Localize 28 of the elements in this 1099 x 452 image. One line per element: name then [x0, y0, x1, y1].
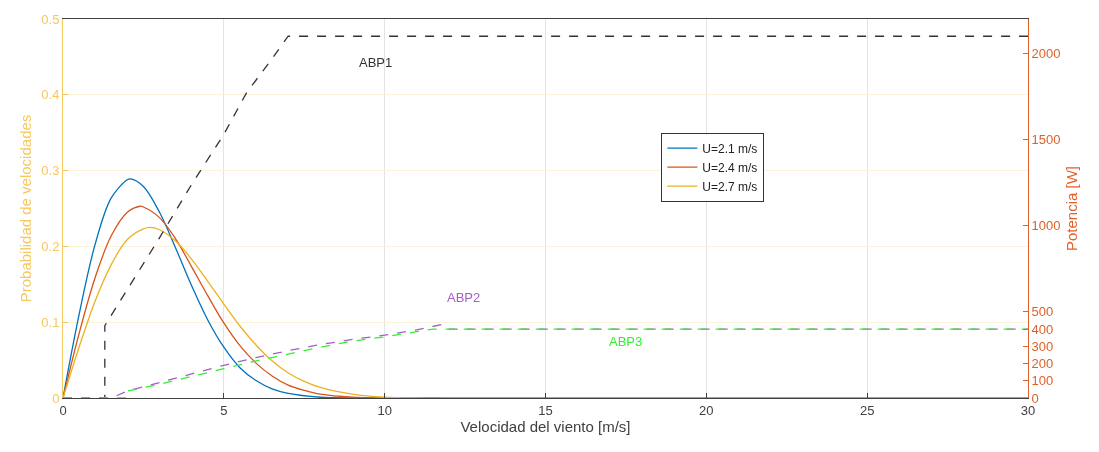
y-tick-label: 0.5	[41, 11, 60, 27]
y2-tick-label: 1500	[1031, 132, 1061, 148]
y2-tick-label: 1000	[1031, 218, 1061, 234]
x-tick-label: 15	[538, 402, 553, 418]
x-tick-label: 10	[377, 402, 392, 418]
y-tick-label: 0.2	[41, 238, 60, 254]
y2-axis-title: Potencia [W]	[1062, 165, 1080, 252]
legend-label: U=2.4 m/s	[702, 160, 758, 175]
y-tick-label: 0.4	[41, 87, 60, 103]
y-axis-title: Probabilidad de velocidades	[16, 114, 34, 303]
x-tick-label: 25	[859, 402, 875, 418]
y-tick-label: 0	[52, 390, 60, 406]
legend-label: U=2.7 m/s	[702, 179, 758, 194]
y-tick-label: 0.3	[41, 163, 60, 179]
legend-label: U=2.1 m/s	[702, 141, 758, 156]
x-axis-title: Velocidad del viento [m/s]	[460, 417, 631, 435]
x-tick-label: 20	[699, 402, 714, 418]
annotation: ABP2	[447, 290, 481, 305]
annotation: ABP1	[359, 55, 393, 70]
annotation: ABP3	[609, 334, 643, 349]
y-tick-label: 0.1	[41, 314, 60, 330]
y2-tick-label: 500	[1031, 304, 1054, 320]
y2-tick-label: 200	[1031, 356, 1054, 372]
x-tick-label: 5	[220, 402, 228, 418]
y2-tick-label: 400	[1031, 321, 1054, 337]
y2-tick-label: 2000	[1031, 46, 1061, 61]
y2-tick-label: 300	[1031, 338, 1054, 354]
y2-tick-label: 100	[1031, 373, 1054, 389]
